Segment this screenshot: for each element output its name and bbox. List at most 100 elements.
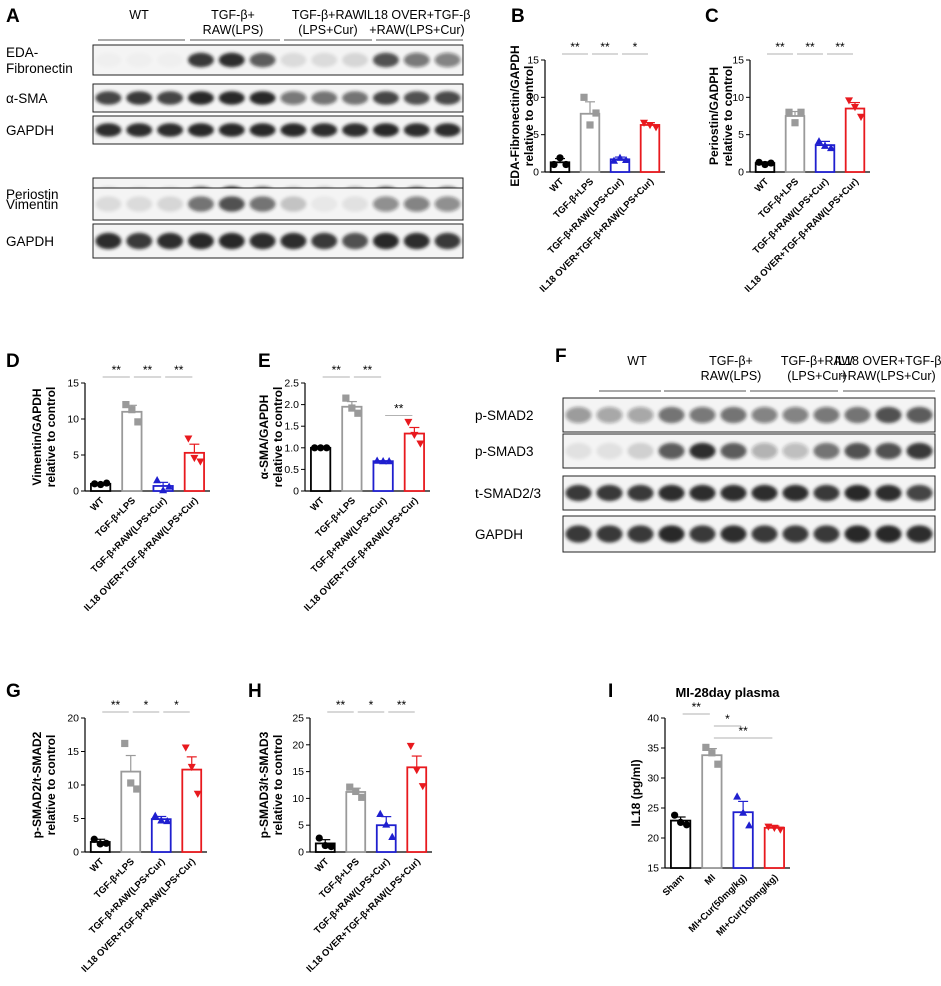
- chart-g-point: [163, 816, 172, 825]
- chart-b-y-tick-label: 15: [527, 55, 539, 67]
- blot-a-band: [157, 123, 184, 137]
- blot-f-row-label: p-SMAD2: [475, 408, 534, 423]
- chart-i-bar: [732, 811, 754, 869]
- chart-b-point: [652, 124, 660, 132]
- chart-c-point: [767, 159, 775, 167]
- blot-a-membrane: [92, 44, 464, 76]
- chart-e-point: [342, 394, 350, 402]
- blot-f-band: [596, 442, 623, 460]
- chart-b-point: [550, 160, 558, 169]
- chart-c-y-tick-label: 10: [732, 92, 744, 104]
- chart-h-point: [358, 793, 366, 801]
- chart-i-point: [739, 808, 748, 816]
- chart-h-y-tick-label: 15: [292, 766, 304, 778]
- blot-a-row-label: GAPDH: [6, 123, 54, 138]
- chart-e-point: [410, 431, 419, 440]
- chart-e-y-tick-label: 2.5: [284, 378, 299, 390]
- chart-d-point: [91, 480, 99, 488]
- chart-h-sig-label: **: [336, 698, 346, 712]
- chart-g-point: [187, 763, 196, 772]
- chart-b-y-label: EDA-Fibronectin/GAPDHrelative to control: [508, 45, 536, 186]
- blot-f-band: [782, 484, 809, 502]
- blot-a-membrane: [92, 187, 464, 221]
- chart-i-y-tick-label: 35: [647, 743, 659, 755]
- chart-g-point: [127, 779, 135, 787]
- chart-d-point: [122, 401, 130, 409]
- chart-e-y-tick-label: 1.5: [284, 421, 299, 433]
- blot-f-band: [906, 406, 933, 424]
- chart-c-y-label-line: relative to control: [721, 66, 735, 167]
- blot-f-band: [813, 525, 840, 543]
- chart-g-point: [121, 739, 129, 748]
- blot-a-band: [157, 196, 184, 212]
- chart-h-point: [406, 742, 415, 751]
- chart-b-y-label-line: EDA-Fibronectin/GAPDH: [508, 45, 522, 186]
- chart-b-point: [616, 153, 624, 161]
- chart-i-point: [671, 811, 679, 819]
- chart-c-point: [851, 104, 859, 112]
- chart-e-category-label: WT: [309, 495, 327, 513]
- chart-h-point: [315, 834, 323, 842]
- chart-e-bar: [372, 460, 394, 492]
- chart-d-point: [97, 480, 105, 489]
- chart-h-bar: [406, 766, 428, 853]
- chart-b-bar: [639, 124, 661, 173]
- chart-d-y-label: Vimentin/GAPDHrelative to control: [30, 387, 58, 488]
- blot-a-row-label: EDA-Fibronectin: [6, 45, 73, 76]
- chart-g-y-label-line: p-SMAD2/t-SMAD2: [30, 731, 44, 838]
- panel-letter-a: A: [6, 6, 20, 27]
- chart-e-sig-label: **: [394, 401, 404, 415]
- chart-i-point: [702, 743, 710, 751]
- chart-c-y-tick-label: 5: [738, 129, 744, 141]
- chart-d-category-label: WT: [89, 495, 107, 513]
- blot-a-row-label-line: EDA-: [6, 45, 38, 60]
- blot-a-row-label: GAPDH: [6, 234, 54, 249]
- blot-a-membrane: [92, 115, 464, 145]
- blot-f-band: [565, 525, 592, 543]
- chart-g-y-tick-label: 20: [67, 713, 79, 725]
- blot-a-row-label: Vimentin: [6, 197, 58, 212]
- blot-f-band: [658, 442, 685, 460]
- blot-f-membrane: [562, 433, 936, 469]
- blot-f-band: [875, 484, 902, 502]
- chart-c-point: [815, 137, 823, 145]
- blot-f-band: [844, 406, 871, 424]
- chart-c-point: [857, 113, 865, 121]
- chart-e-point: [354, 409, 362, 417]
- blot-f-group-label: TGF-β+ RAW(LPS): [701, 354, 762, 383]
- blot-f-band: [658, 406, 685, 424]
- chart-i-category-label: MI: [703, 872, 718, 887]
- blot-a-row-label-line: Vimentin: [6, 197, 58, 212]
- blot-f-row-label-line: GAPDH: [475, 527, 523, 542]
- chart-i-point: [776, 826, 785, 834]
- chart-h-sig-label: **: [397, 698, 407, 712]
- blot-a-band: [342, 52, 369, 68]
- blot-a-group-label-line: +RAW(LPS+Cur): [369, 23, 464, 37]
- chart-h-point: [376, 809, 385, 817]
- blot-a-band: [249, 232, 276, 250]
- blot-a-band: [187, 91, 214, 105]
- blot-f-row-label-line: t-SMAD2/3: [475, 486, 541, 501]
- blot-f-row-label: GAPDH: [475, 527, 523, 542]
- chart-h-bar: [345, 791, 367, 853]
- chart-i-sig-label: **: [738, 724, 748, 738]
- blot-a-row-label-line: GAPDH: [6, 123, 54, 138]
- chart-c-sig-label: **: [805, 40, 815, 54]
- blot-a-band: [434, 52, 461, 68]
- panel-letter-g: G: [6, 681, 21, 702]
- blot-f-band: [844, 442, 871, 460]
- blot-a-band: [157, 91, 184, 105]
- blot-f-band: [875, 525, 902, 543]
- chart-g-point: [90, 835, 98, 843]
- blot-a-band: [403, 91, 430, 105]
- chart-e-category-label: IL18 OVER+TGF-β+RAW(LPS+Cur): [302, 495, 420, 613]
- chart-i-sig-label: **: [692, 700, 702, 714]
- chart-i-bar: [763, 826, 785, 869]
- chart-b-y-tick-label: 0: [533, 167, 539, 179]
- blot-a-band: [187, 52, 214, 68]
- blot-a-band: [218, 123, 245, 137]
- chart-g-y-tick-label: 15: [67, 746, 79, 758]
- chart-e-point: [373, 456, 382, 464]
- blot-f-band: [782, 406, 809, 424]
- blot-f-band: [720, 525, 747, 543]
